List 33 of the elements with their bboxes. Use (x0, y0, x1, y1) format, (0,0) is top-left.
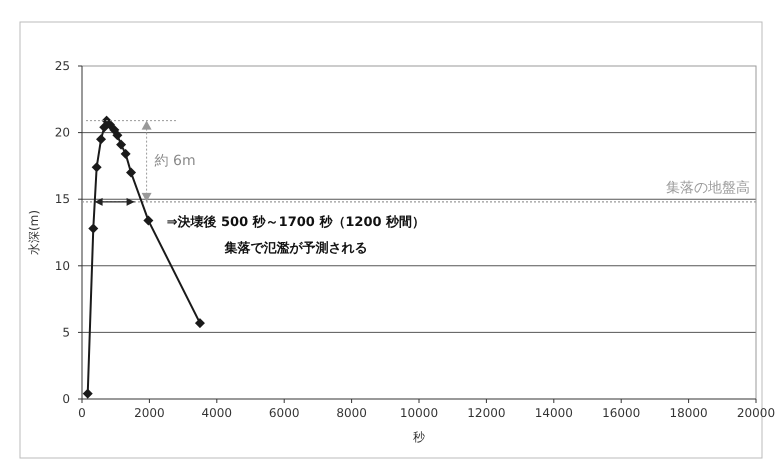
point (96, 134, 106, 144)
x-tick-label: 8000 (336, 406, 367, 420)
x-tick-label: 2000 (134, 406, 165, 420)
y-axis-title: 水深(m) (27, 210, 41, 256)
point (143, 216, 154, 226)
y-tick-label: 10 (54, 258, 70, 273)
x-tick-label: 10000 (400, 406, 438, 420)
x-tick-label: 0 (78, 406, 86, 420)
point (126, 168, 136, 178)
x-tick-label: 4000 (202, 406, 232, 420)
y-tick-label: 5 (62, 325, 70, 340)
point (194, 318, 205, 328)
y-tick-label: 15 (54, 192, 70, 206)
point (116, 140, 126, 150)
x-tick-label: 6000 (268, 406, 300, 420)
point (112, 130, 122, 140)
x-tick-label: 20000 (736, 406, 776, 420)
annotation: 約 6m (154, 153, 196, 170)
x-tick-label: 14000 (534, 406, 573, 420)
y-tick-label: 25 (54, 59, 70, 73)
x-tick-label: 16000 (602, 406, 640, 420)
y-tick-label: 0 (62, 392, 70, 406)
ref-line-label: 集落の地盤高 (666, 180, 750, 196)
annotation: ⇒決壊後 500 秒～1700 秒（1200 秒間） (166, 214, 426, 230)
point (92, 162, 102, 172)
point (88, 224, 98, 234)
y-tick-label: 20 (54, 126, 70, 140)
annotation: 集落で氾濫が予測される (224, 240, 368, 256)
x-tick-label: 12000 (467, 406, 506, 420)
point (120, 148, 131, 159)
x-axis-title: 秒 (413, 430, 425, 444)
point (82, 388, 93, 399)
x-tick-label: 18000 (670, 406, 708, 420)
